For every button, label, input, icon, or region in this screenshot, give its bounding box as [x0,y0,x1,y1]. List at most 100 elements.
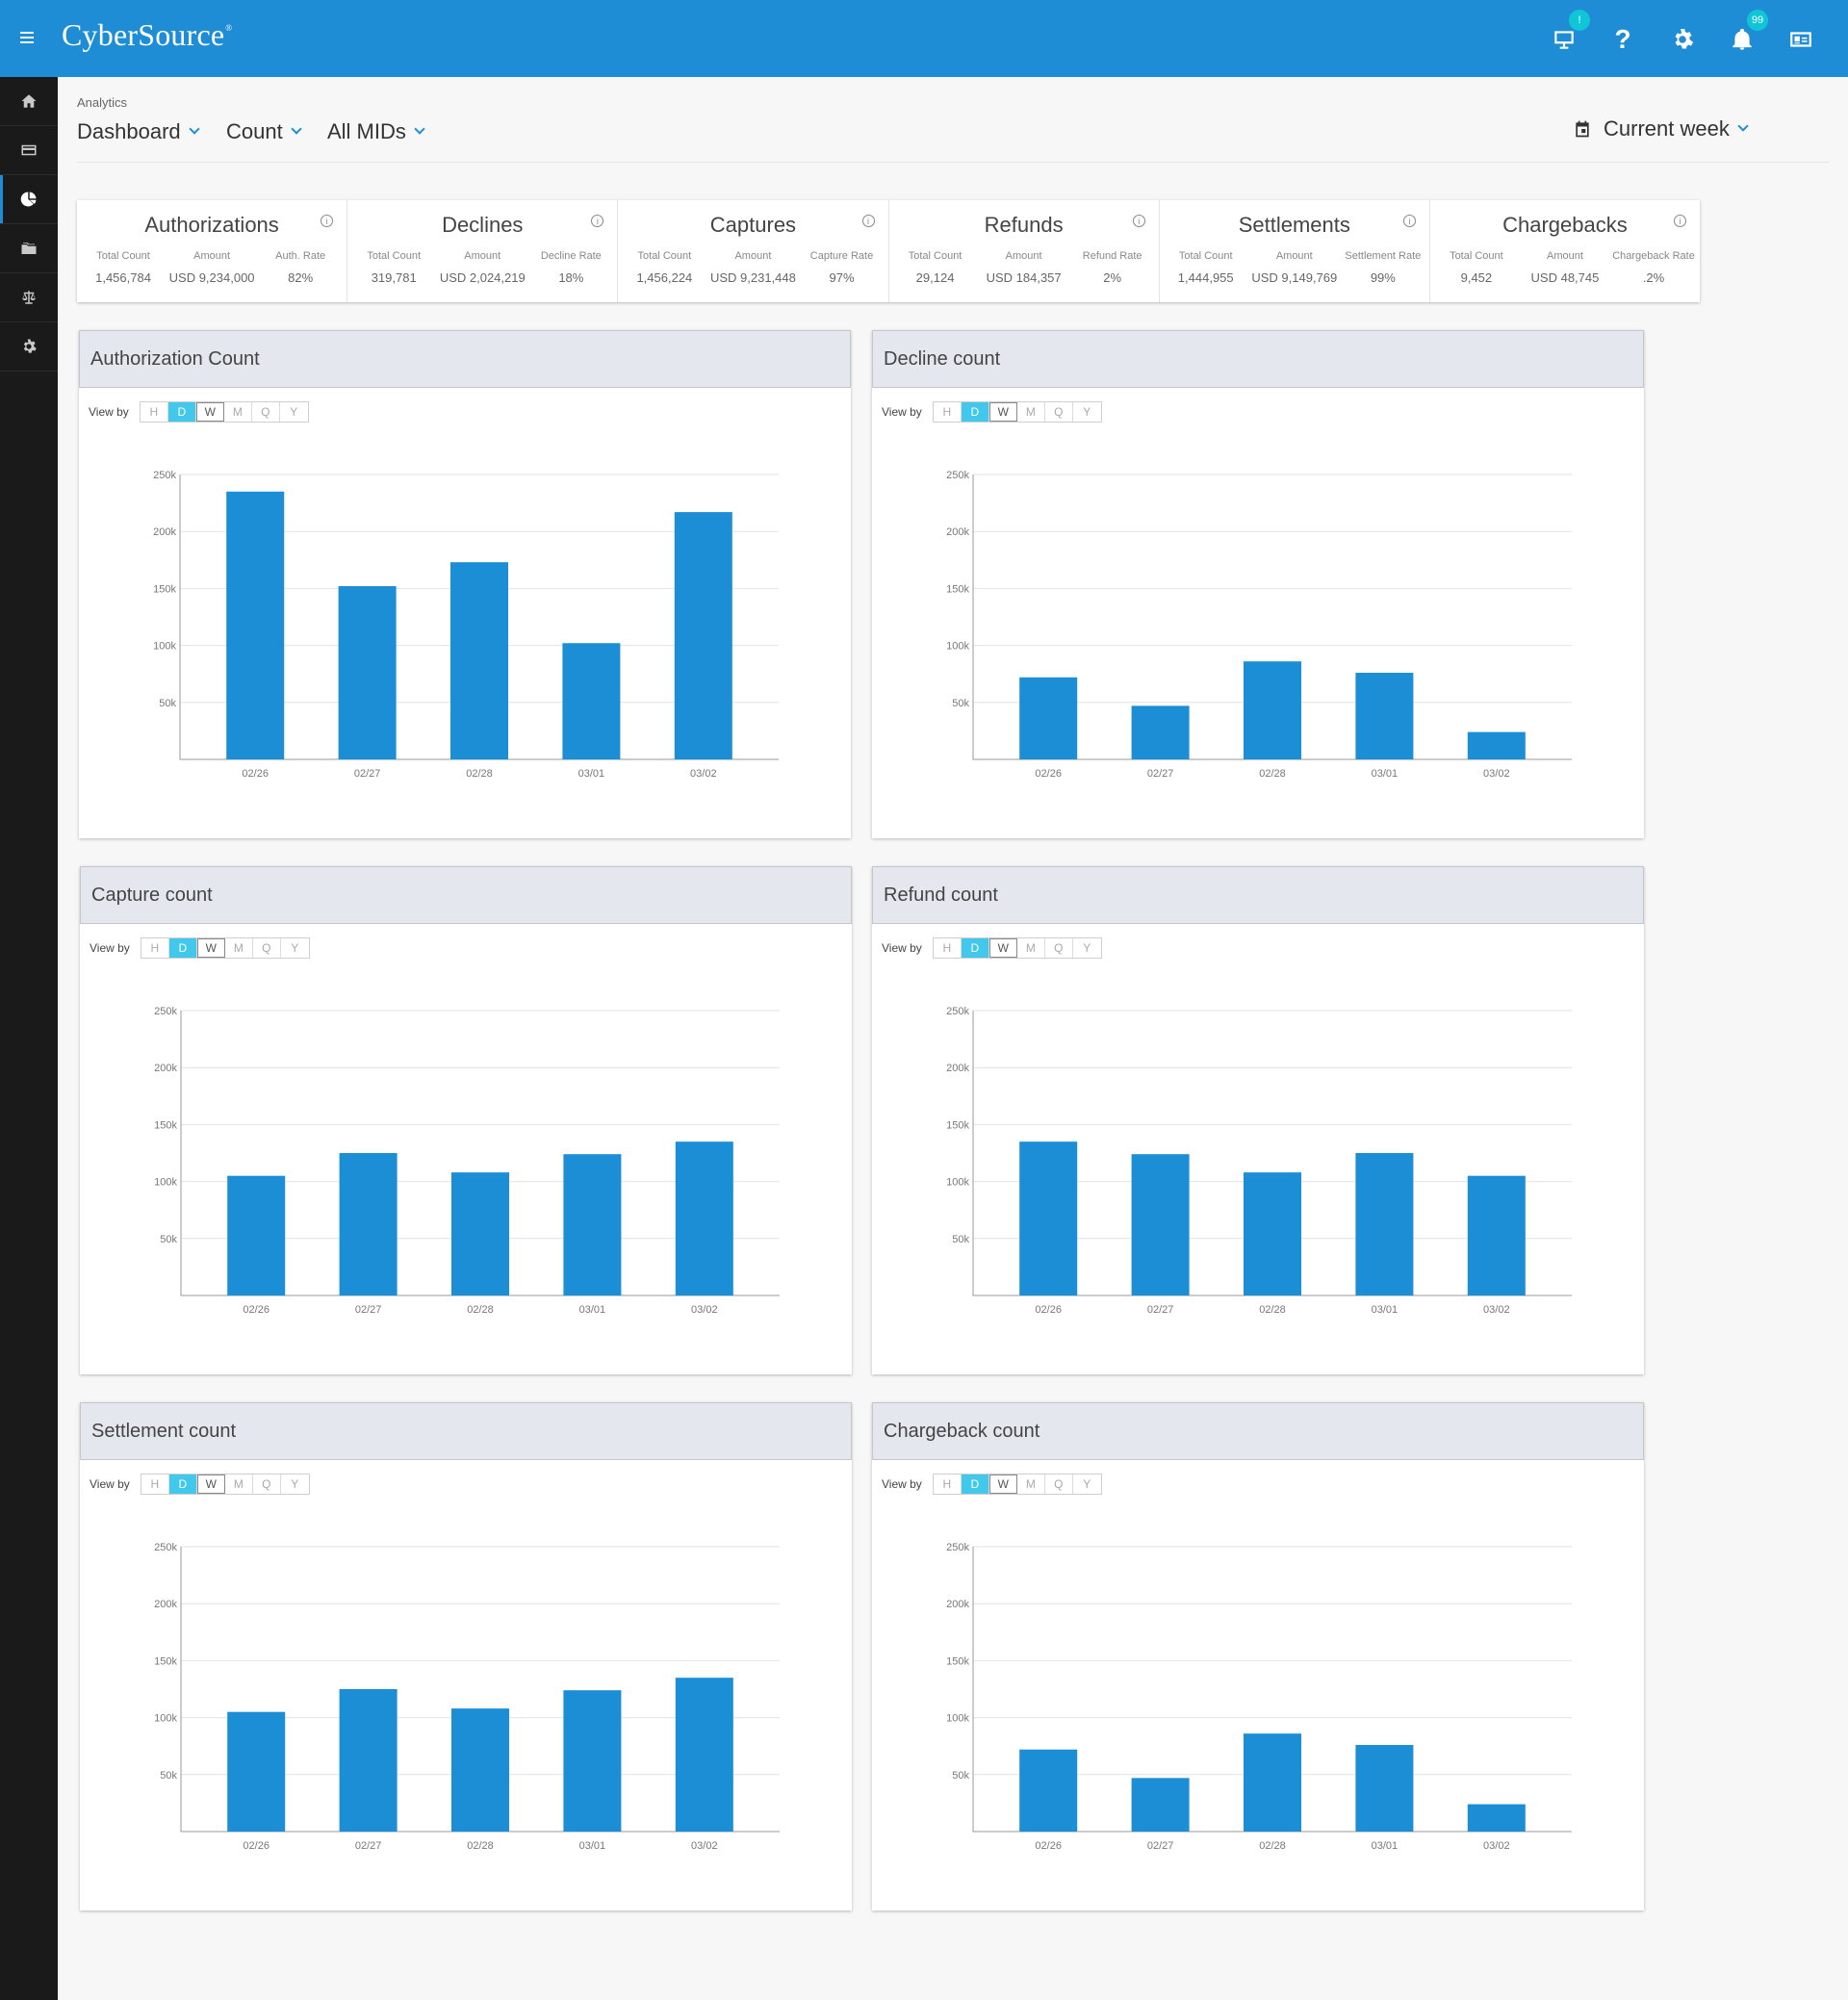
view-by-w-button[interactable]: W [988,938,1017,958]
view-by-m-button[interactable]: M [224,938,253,958]
info-icon[interactable]: i [1132,215,1145,227]
chart-bar[interactable] [1355,1153,1414,1295]
sidebar-item-reports[interactable] [0,224,58,273]
chart-bar[interactable] [1244,1733,1301,1832]
summary-card-refunds[interactable]: Refunds i Total Count 29,124 Amount USD 184,3… [889,200,1160,302]
metric-dropdown[interactable]: Count [226,119,302,144]
chart-bar[interactable] [562,643,621,759]
view-by-m-button[interactable]: M [223,402,252,422]
info-icon[interactable]: i [591,215,604,227]
info-icon[interactable]: i [1674,215,1687,227]
chart-bar[interactable] [1244,1172,1301,1295]
date-range-dropdown[interactable]: Current week [1573,116,1749,141]
view-by-q-button[interactable]: Q [252,1474,281,1494]
chart-bar[interactable] [1467,1804,1526,1832]
view-by-y-button[interactable]: Y [1072,402,1101,422]
view-by-m-button[interactable]: M [1016,1474,1045,1494]
view-by-q-button[interactable]: Q [251,402,280,422]
sidebar-item-home[interactable] [0,77,58,126]
x-tick-label: 03/02 [691,1840,718,1852]
view-by-h-button[interactable]: H [933,1474,962,1494]
view-by-h-button[interactable]: H [933,938,962,958]
chart-bar[interactable] [451,1172,509,1295]
chart-bar[interactable] [563,1690,622,1832]
breadcrumb[interactable]: Analytics [77,95,128,110]
view-by-y-button[interactable]: Y [1072,1474,1101,1494]
dashboard-dropdown[interactable]: Dashboard [77,119,200,144]
view-by-h-button[interactable]: H [140,402,168,422]
view-by-q-button[interactable]: Q [1044,938,1073,958]
chart-bar[interactable] [1244,661,1301,759]
logo[interactable]: CyberSource® [62,17,232,53]
chart-bar[interactable] [1019,1141,1078,1295]
view-by-h-button[interactable]: H [141,1474,169,1494]
chart-bar[interactable] [1131,1778,1190,1832]
chart-bar[interactable] [1019,1749,1078,1832]
chart-bar[interactable] [227,1711,286,1832]
chart-bar[interactable] [226,491,285,759]
info-icon[interactable]: i [321,215,334,227]
y-tick-label: 100k [153,641,176,653]
sidebar-item-decision-manager[interactable] [0,273,58,322]
view-by-w-button[interactable]: W [196,938,225,958]
view-by-q-button[interactable]: Q [1044,1474,1073,1494]
chart-bar[interactable] [339,1689,398,1832]
chart-bar[interactable] [1467,1175,1526,1295]
bell-icon[interactable]: 99 [1726,10,1768,56]
gear-icon[interactable] [1666,23,1699,56]
chart-bar[interactable] [1131,705,1190,759]
id-card-icon[interactable] [1784,23,1817,56]
mid-dropdown[interactable]: All MIDs [327,119,425,144]
view-by-d-button[interactable]: D [961,938,989,958]
summary-stat-value: USD 2,024,219 [439,270,526,285]
chart-bar[interactable] [563,1154,622,1295]
monitor-icon[interactable]: ! [1548,10,1590,56]
view-by-d-button[interactable]: D [961,402,989,422]
chart-bar[interactable] [450,562,508,759]
view-by-y-button[interactable]: Y [280,1474,309,1494]
view-by-w-button[interactable]: W [988,402,1017,422]
view-by-d-button[interactable]: D [961,1474,989,1494]
summary-card-settlements[interactable]: Settlements i Total Count 1,444,955 Amount US… [1160,200,1430,302]
chart-bar[interactable] [451,1708,509,1832]
chart-bar[interactable] [1355,1745,1414,1832]
view-by-m-button[interactable]: M [1016,938,1045,958]
chart-bar[interactable] [227,1175,286,1295]
hamburger-menu-icon[interactable] [17,29,40,48]
help-icon[interactable]: ? [1606,23,1639,56]
chart-bar[interactable] [1355,673,1414,759]
chart-bar[interactable] [1467,731,1526,759]
view-by-q-button[interactable]: Q [252,938,281,958]
view-by-y-button[interactable]: Y [279,402,308,422]
chart-bar[interactable] [1131,1154,1190,1295]
info-icon[interactable]: i [1402,215,1416,227]
summary-card-declines[interactable]: Declines i Total Count 319,781 Amount USD 2,0… [347,200,619,302]
chart-bar[interactable] [675,1678,733,1832]
view-by-label: View by [90,1477,130,1491]
chart-bar[interactable] [339,1153,398,1295]
view-by-d-button[interactable]: D [168,1474,197,1494]
view-by-h-button[interactable]: H [141,938,169,958]
info-icon[interactable]: i [861,215,875,227]
view-by-y-button[interactable]: Y [280,938,309,958]
summary-card-captures[interactable]: Captures i Total Count 1,456,224 Amount USD 9… [618,200,889,302]
view-by-w-button[interactable]: W [988,1474,1017,1494]
view-by-d-button[interactable]: D [167,402,196,422]
view-by-m-button[interactable]: M [224,1474,253,1494]
chart-bar[interactable] [1019,677,1078,759]
summary-card-authorizations[interactable]: Authorizations i Total Count 1,456,784 Amoun… [77,200,348,302]
view-by-y-button[interactable]: Y [1072,938,1101,958]
sidebar-item-analytics[interactable] [0,175,58,224]
sidebar-item-transactions[interactable] [0,126,58,175]
chart-bar[interactable] [338,586,397,759]
chart-bar[interactable] [674,512,732,759]
view-by-w-button[interactable]: W [195,402,224,422]
view-by-q-button[interactable]: Q [1044,402,1073,422]
view-by-m-button[interactable]: M [1016,402,1045,422]
view-by-w-button[interactable]: W [196,1474,225,1494]
view-by-d-button[interactable]: D [168,938,197,958]
chart-bar[interactable] [675,1141,733,1295]
summary-card-chargebacks[interactable]: Chargebacks i Total Count 9,452 Amount USD 48… [1430,200,1700,302]
view-by-h-button[interactable]: H [933,402,962,422]
sidebar-item-settings[interactable] [0,322,58,372]
